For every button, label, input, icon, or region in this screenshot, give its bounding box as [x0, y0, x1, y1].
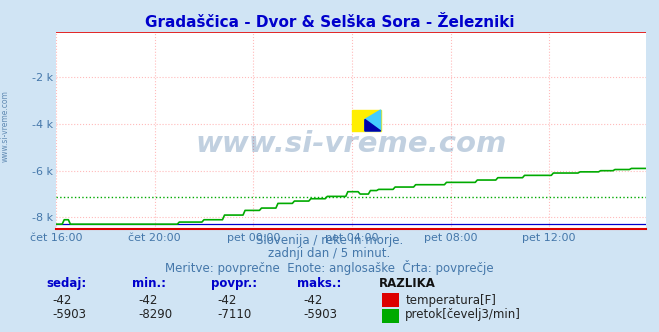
Text: -8290: -8290 [138, 308, 173, 321]
Text: www.si-vreme.com: www.si-vreme.com [1, 90, 10, 162]
Text: -42: -42 [53, 294, 72, 307]
Text: pretok[čevelj3/min]: pretok[čevelj3/min] [405, 308, 521, 321]
Text: RAZLIKA: RAZLIKA [379, 277, 436, 290]
Polygon shape [365, 110, 381, 131]
Polygon shape [365, 120, 381, 131]
Text: www.si-vreme.com: www.si-vreme.com [195, 130, 507, 158]
Text: -42: -42 [217, 294, 237, 307]
Text: sedaj:: sedaj: [46, 277, 86, 290]
Text: -42: -42 [303, 294, 322, 307]
Text: -5903: -5903 [303, 308, 337, 321]
Text: maks.:: maks.: [297, 277, 341, 290]
Text: temperatura[F]: temperatura[F] [405, 294, 496, 307]
Text: zadnji dan / 5 minut.: zadnji dan / 5 minut. [268, 247, 391, 261]
Text: min.:: min.: [132, 277, 166, 290]
Text: -5903: -5903 [53, 308, 87, 321]
Text: povpr.:: povpr.: [211, 277, 257, 290]
Text: -7110: -7110 [217, 308, 252, 321]
Polygon shape [352, 110, 381, 131]
Text: Gradaščica - Dvor & Selška Sora - Železniki: Gradaščica - Dvor & Selška Sora - Železn… [145, 15, 514, 30]
Text: Slovenija / reke in morje.: Slovenija / reke in morje. [256, 234, 403, 247]
Text: Meritve: povprečne  Enote: anglosaške  Črta: povprečje: Meritve: povprečne Enote: anglosaške Črt… [165, 260, 494, 275]
Text: -42: -42 [138, 294, 158, 307]
